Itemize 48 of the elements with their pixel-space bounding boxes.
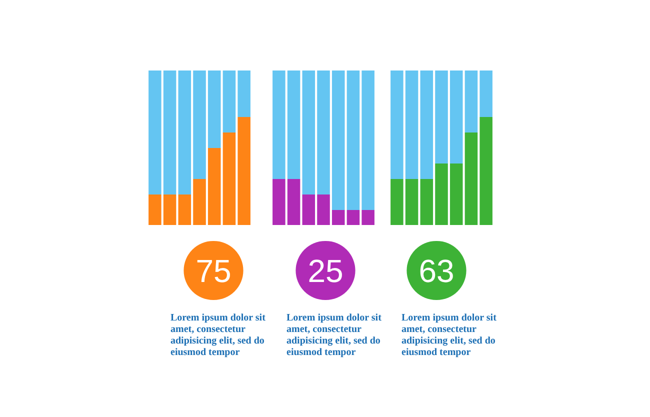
- bar: [302, 194, 316, 225]
- bar: [238, 70, 250, 117]
- bar: [405, 70, 418, 179]
- bar: [464, 70, 478, 132]
- bar: [405, 179, 418, 225]
- bar: [222, 70, 236, 132]
- bar: [435, 164, 448, 225]
- bar: [390, 70, 404, 179]
- text: Lorem ipsum dolor sit amet, consectetur adipisicing elit, sed do eiusmod tempor: [402, 312, 498, 358]
- text: 25: [308, 253, 344, 289]
- bar: [480, 70, 492, 117]
- bar: [222, 132, 236, 225]
- bar: [346, 70, 360, 210]
- bar: [435, 70, 448, 164]
- text: Lorem ipsum dolor sit amet, consectetur adipisicing elit, sed do eiusmod tempor: [286, 312, 382, 358]
- bar: [332, 70, 345, 210]
- bar: [464, 132, 478, 225]
- bar: [208, 70, 221, 148]
- bar: [272, 179, 286, 225]
- bar: [163, 194, 176, 225]
- bar: [148, 194, 162, 225]
- bar: [420, 179, 434, 225]
- text: 75: [196, 253, 232, 289]
- bar: [390, 179, 404, 225]
- text: Lorem ipsum dolor sit amet, consectetur adipisicing elit, sed do eiusmod tempor: [170, 312, 266, 358]
- bar: [287, 179, 300, 225]
- bar: [163, 70, 176, 194]
- bar: [193, 179, 206, 225]
- bar: [362, 70, 374, 210]
- bar: [450, 70, 463, 164]
- bar: [178, 70, 192, 194]
- bar: [362, 210, 374, 225]
- bar: [272, 70, 286, 179]
- bar: [450, 164, 463, 225]
- bar: [346, 210, 360, 225]
- bar: [238, 117, 250, 225]
- bar: [420, 70, 434, 179]
- bar: [480, 117, 492, 225]
- bar: [332, 210, 345, 225]
- bar: [178, 194, 192, 225]
- bar: [193, 70, 206, 179]
- text: 63: [418, 253, 454, 289]
- bar: [208, 148, 221, 225]
- bar: [317, 194, 330, 225]
- bar: [302, 70, 316, 194]
- bar: [317, 70, 330, 194]
- bar: [148, 70, 162, 194]
- bar: [287, 70, 300, 179]
